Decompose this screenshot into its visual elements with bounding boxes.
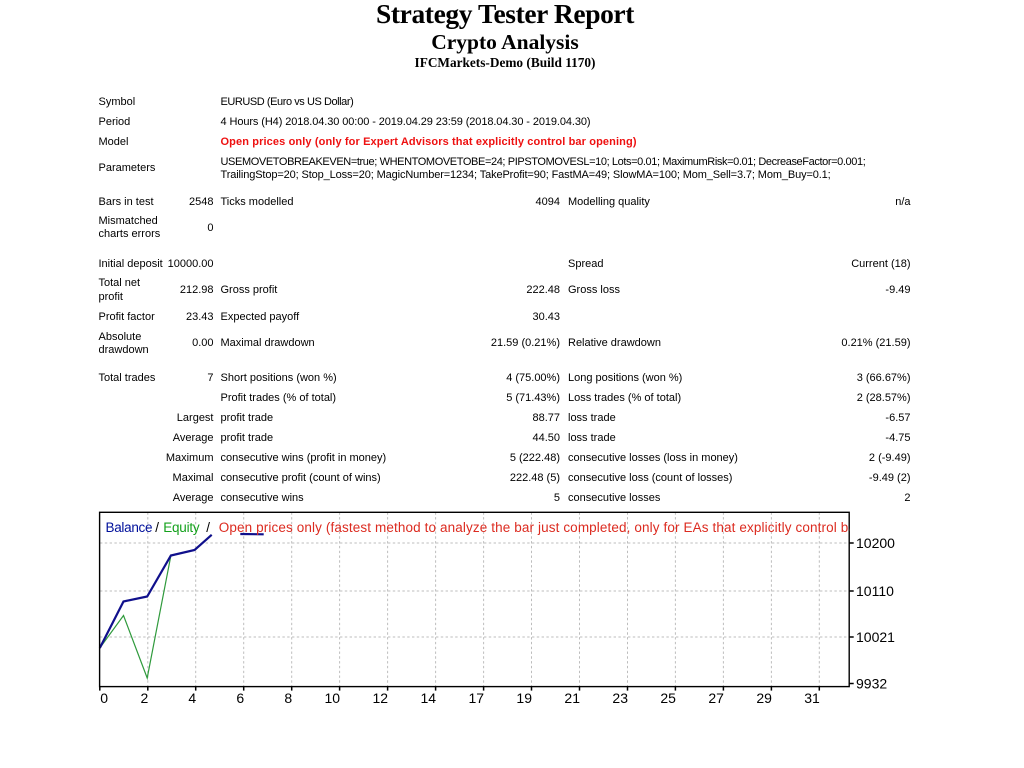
svg-text:10200: 10200 <box>856 535 895 551</box>
svg-text:25: 25 <box>660 690 676 706</box>
svg-text:10021: 10021 <box>856 629 895 645</box>
svg-text:14: 14 <box>421 690 437 706</box>
svg-text:10: 10 <box>325 690 341 706</box>
svg-text:0: 0 <box>100 690 108 706</box>
svg-text:10110: 10110 <box>856 583 894 599</box>
svg-text:Balance/Equity/Open prices onl: Balance / Equity / Open prices only (fastest… <box>106 520 918 535</box>
svg-text:27: 27 <box>708 690 724 706</box>
svg-text:31: 31 <box>804 690 820 706</box>
svg-text:12: 12 <box>373 690 389 706</box>
svg-text:2: 2 <box>141 690 149 706</box>
svg-text:4: 4 <box>188 690 196 706</box>
svg-text:19: 19 <box>516 690 532 706</box>
svg-text:6: 6 <box>236 690 244 706</box>
svg-text:17: 17 <box>469 690 485 706</box>
svg-text:21: 21 <box>564 690 580 706</box>
svg-text:8: 8 <box>284 690 292 706</box>
svg-text:23: 23 <box>612 690 628 706</box>
svg-text:29: 29 <box>756 690 772 706</box>
svg-text:9932: 9932 <box>856 676 887 692</box>
